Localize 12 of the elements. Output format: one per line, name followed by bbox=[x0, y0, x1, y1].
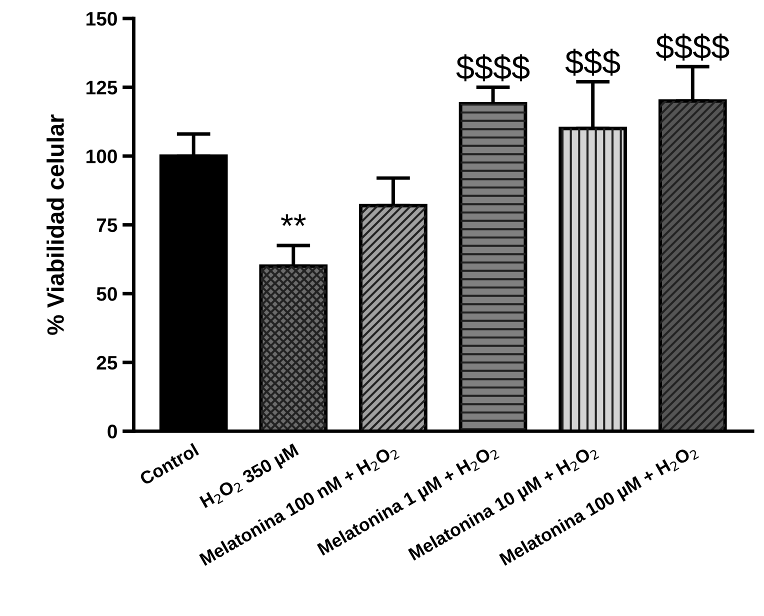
y-tick-label: 0 bbox=[108, 424, 117, 438]
annotation: $$$$ bbox=[456, 54, 530, 82]
y-tick-label: 50 bbox=[96, 287, 117, 301]
y-tick-label: 150 bbox=[86, 12, 117, 26]
y-tick-label: 125 bbox=[86, 80, 118, 95]
annotation: ** bbox=[280, 214, 306, 226]
annotation: $$$ bbox=[565, 48, 620, 76]
y-tick-label: 25 bbox=[96, 356, 118, 370]
y-axis-title: % Viabilidad celular bbox=[46, 114, 64, 335]
y-tick-label: 100 bbox=[86, 150, 117, 164]
annotation: $$$$ bbox=[656, 34, 730, 61]
y-tick-label: 75 bbox=[96, 218, 118, 232]
